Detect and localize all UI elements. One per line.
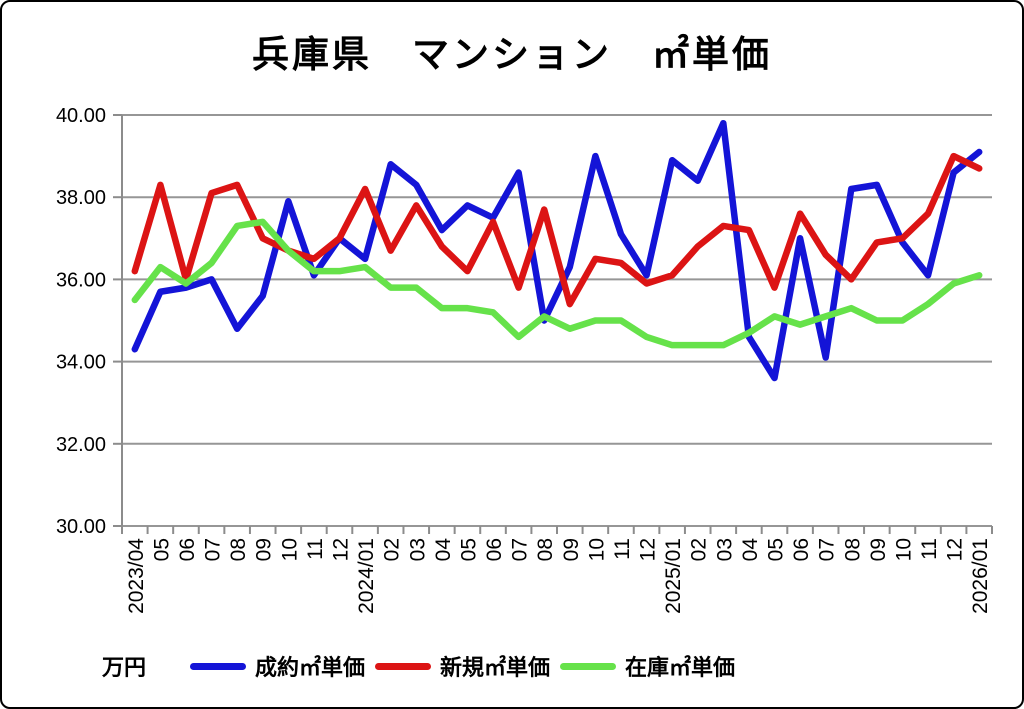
y-axis-label: 34.00 bbox=[56, 352, 106, 374]
y-axis-label: 30.00 bbox=[56, 516, 106, 538]
legend-item-new: 新規㎡単価 bbox=[375, 650, 550, 682]
x-axis-label: 04 bbox=[432, 538, 455, 562]
x-axis-label: 2024/01 bbox=[355, 538, 378, 614]
x-axis-label: 05 bbox=[765, 538, 788, 561]
x-axis-label: 2023/04 bbox=[125, 538, 148, 614]
legend-label-stock: 在庫㎡単価 bbox=[625, 655, 736, 680]
x-axis-label: 11 bbox=[611, 538, 634, 560]
x-axis-label: 02 bbox=[381, 538, 404, 561]
legend-label-contract: 成約㎡単価 bbox=[255, 655, 366, 680]
x-axis-label: 10 bbox=[278, 538, 301, 561]
legend-label-new: 新規㎡単価 bbox=[440, 655, 551, 680]
x-axis-label: 12 bbox=[637, 538, 660, 561]
x-axis-label: 06 bbox=[176, 538, 199, 561]
y-axis-label: 38.00 bbox=[56, 187, 106, 209]
x-axis-label: 08 bbox=[227, 538, 250, 561]
y-axis-label: 32.00 bbox=[56, 434, 106, 456]
legend-line-swatch-red bbox=[375, 662, 432, 670]
y-axis-unit-label: 万円 bbox=[102, 655, 147, 680]
series-line-1 bbox=[131, 152, 983, 308]
x-axis-label: 09 bbox=[560, 538, 583, 561]
x-axis-label: 08 bbox=[841, 538, 864, 561]
x-axis-label: 04 bbox=[739, 538, 762, 562]
x-axis-label: 06 bbox=[483, 538, 506, 561]
x-axis-label: 09 bbox=[253, 538, 276, 561]
legend-item-stock: 在庫㎡単価 bbox=[560, 650, 735, 682]
legend-line-swatch-blue bbox=[190, 662, 247, 670]
x-axis-label: 05 bbox=[457, 538, 480, 561]
x-axis-label: 09 bbox=[867, 538, 890, 561]
y-axis-label: 40.00 bbox=[56, 105, 106, 127]
chart-title: 兵庫県 マンション ㎡単価 bbox=[252, 34, 772, 75]
y-axis-label: 36.00 bbox=[56, 269, 106, 291]
x-axis-label: 05 bbox=[150, 538, 173, 561]
series-line-2 bbox=[131, 218, 983, 349]
x-axis-label: 03 bbox=[406, 538, 429, 561]
x-axis-label: 07 bbox=[816, 538, 839, 561]
x-axis-label: 03 bbox=[713, 538, 736, 561]
x-axis-label: 11 bbox=[918, 538, 941, 560]
x-axis-label: 11 bbox=[304, 538, 327, 560]
x-axis-label: 2025/01 bbox=[662, 538, 685, 614]
x-axis-label: 10 bbox=[892, 538, 915, 561]
x-axis-label: 07 bbox=[202, 538, 225, 561]
x-axis-label: 10 bbox=[585, 538, 608, 561]
x-axis-label: 07 bbox=[509, 538, 532, 561]
series-line-0 bbox=[131, 119, 983, 382]
x-axis-label: 2026/01 bbox=[969, 538, 992, 614]
legend-item-contract: 成約㎡単価 bbox=[190, 650, 365, 682]
x-axis-label: 02 bbox=[688, 538, 711, 561]
x-axis-label: 12 bbox=[944, 538, 967, 561]
legend: 万円 成約㎡単価 新規㎡単価 在庫㎡単価 bbox=[102, 650, 735, 682]
legend-line-swatch-green bbox=[560, 662, 617, 670]
x-axis-label: 06 bbox=[790, 538, 813, 561]
x-axis-label: 08 bbox=[534, 538, 557, 561]
x-axis-label: 12 bbox=[330, 538, 353, 561]
